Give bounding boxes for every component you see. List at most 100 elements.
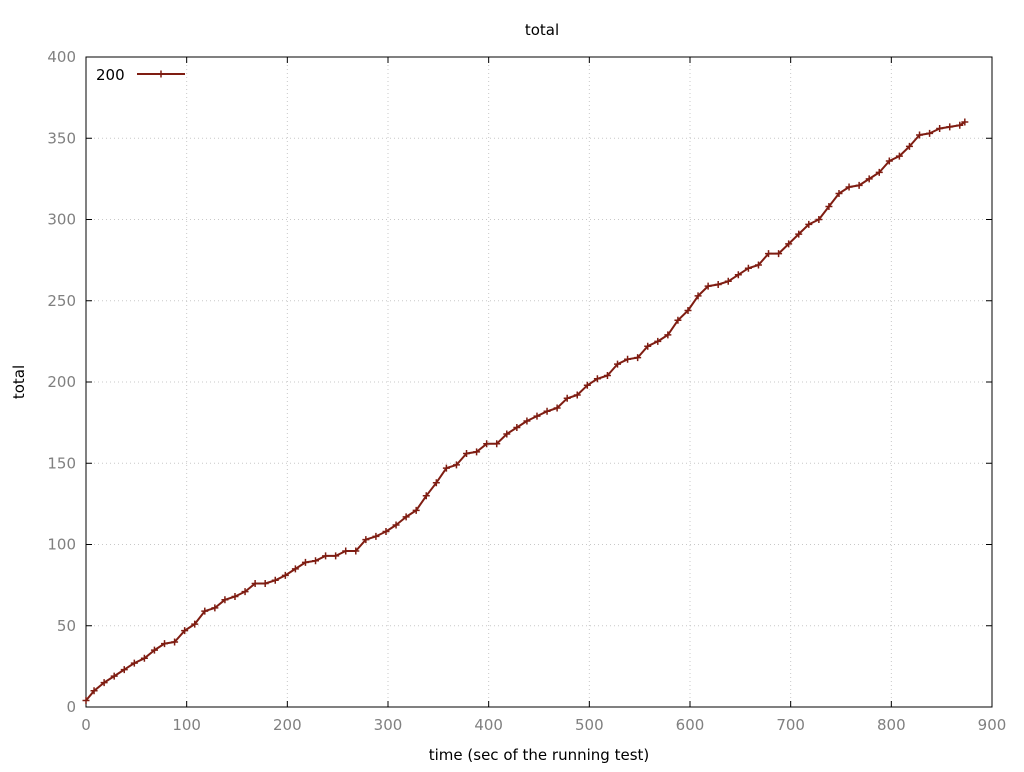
data-point-200-56	[644, 342, 652, 350]
data-point-200-53	[614, 360, 622, 368]
data-point-200-15	[231, 593, 239, 600]
data-point-200-61	[694, 292, 702, 300]
data-point-200-81	[895, 152, 903, 160]
data-point-200-55	[634, 354, 642, 362]
data-point-200-44	[523, 417, 531, 425]
series-line-200	[85, 121, 966, 702]
plot-frame	[85, 56, 993, 708]
y-tick-label-150: 150	[47, 454, 76, 472]
data-point-200-80	[885, 157, 893, 165]
data-point-200-73	[815, 216, 823, 223]
data-point-200-70	[785, 240, 793, 248]
x-tick-label-900: 900	[978, 716, 1007, 734]
x-tick-label-400: 400	[474, 716, 503, 734]
data-point-200-38	[463, 450, 471, 457]
data-point-200-28	[362, 536, 370, 544]
legend-marker	[157, 70, 165, 78]
x-axis-title: time (sec of the running test)	[429, 746, 650, 764]
data-point-200-42	[503, 430, 511, 438]
y-tick-label-250: 250	[47, 292, 76, 310]
data-point-200-49	[573, 391, 581, 399]
data-point-200-10	[181, 627, 189, 635]
data-point-200-76	[845, 183, 853, 191]
data-point-200-79	[875, 168, 883, 176]
data-point-200-3	[110, 672, 118, 680]
data-point-200-23	[312, 557, 320, 565]
data-point-200-31	[392, 521, 400, 529]
x-tick-label-300: 300	[374, 716, 403, 734]
data-point-200-40	[483, 440, 491, 448]
x-tick-label-800: 800	[877, 716, 906, 734]
axis-ticks: 0 100 200 300 400 500 600 700 800 900 0 50 100 150 200…	[47, 48, 1006, 734]
data-point-200-48	[563, 394, 571, 402]
data-point-200-57	[654, 337, 662, 345]
data-point-200-50	[583, 381, 591, 389]
data-point-200-59	[674, 316, 682, 324]
y-tick-label-300: 300	[47, 211, 76, 229]
data-point-200-52	[603, 372, 611, 379]
data-point-200-32	[402, 513, 410, 521]
data-point-200-74	[825, 203, 833, 210]
y-tick-label-50: 50	[57, 617, 76, 635]
data-point-200-21	[291, 565, 299, 573]
chart-title: total	[525, 21, 559, 39]
data-point-200-16	[241, 588, 249, 596]
data-point-200-27	[352, 547, 360, 555]
x-tick-label-100: 100	[172, 716, 201, 734]
data-point-200-9	[171, 638, 179, 646]
data-point-200-39	[473, 448, 481, 456]
data-point-200-87	[956, 121, 964, 129]
data-point-200-41	[493, 440, 501, 448]
data-point-200-66	[744, 264, 752, 272]
data-point-200-17	[251, 580, 259, 587]
y-tick-label-400: 400	[47, 48, 76, 66]
data-point-200-71	[795, 230, 803, 238]
x-tick-label-600: 600	[676, 716, 705, 734]
data-point-200-67	[754, 261, 762, 269]
data-point-200-69	[775, 250, 783, 258]
data-point-200-0	[82, 697, 90, 704]
grid	[86, 57, 992, 707]
data-point-200-2	[100, 679, 108, 687]
data-point-200-65	[734, 271, 742, 279]
data-point-200-22	[301, 558, 309, 566]
data-point-200-45	[533, 412, 541, 420]
data-point-200-25	[332, 552, 340, 560]
series-layer	[82, 118, 969, 704]
data-point-200-51	[593, 375, 601, 383]
x-tick-label-200: 200	[273, 716, 302, 734]
data-point-200-62	[704, 282, 712, 290]
data-point-200-85	[936, 125, 944, 132]
data-point-200-82	[905, 142, 913, 150]
y-tick-label-350: 350	[47, 129, 76, 147]
data-point-200-54	[624, 355, 632, 363]
data-point-200-19	[271, 576, 279, 584]
y-axis-title: total	[10, 365, 28, 399]
data-point-200-83	[916, 131, 924, 139]
data-point-200-64	[724, 277, 732, 285]
data-point-200-33	[412, 506, 420, 514]
data-point-200-26	[342, 547, 350, 555]
data-point-200-88	[961, 118, 969, 126]
data-point-200-36	[442, 464, 450, 472]
data-point-200-13	[211, 604, 219, 612]
data-point-200-30	[382, 528, 390, 535]
data-point-200-14	[221, 596, 229, 604]
data-point-200-5	[130, 659, 138, 667]
data-point-200-84	[926, 129, 934, 137]
data-point-200-68	[765, 250, 773, 258]
legend: 200	[96, 66, 185, 84]
legend-marker-plus	[157, 70, 165, 78]
y-tick-label-100: 100	[47, 536, 76, 554]
data-point-200-1	[90, 687, 98, 695]
data-point-200-60	[684, 307, 692, 314]
data-point-200-86	[946, 123, 954, 131]
legend-label-200: 200	[96, 66, 125, 84]
data-point-200-4	[120, 666, 128, 674]
data-point-200-6	[140, 654, 148, 662]
data-point-200-46	[543, 407, 551, 415]
data-point-200-72	[805, 220, 813, 228]
data-point-200-78	[865, 175, 873, 183]
data-point-200-58	[664, 331, 672, 339]
